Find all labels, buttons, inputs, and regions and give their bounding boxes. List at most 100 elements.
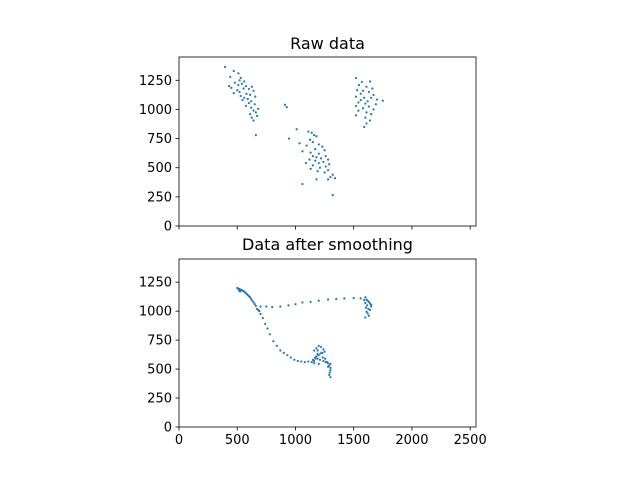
raw-data-point <box>315 178 318 181</box>
smoothed-data-point <box>287 304 290 307</box>
raw-data-ytick-label: 1250 <box>139 74 172 89</box>
smoothed-data-point <box>352 297 355 300</box>
raw-data-point <box>321 145 324 148</box>
smoothed-data-point <box>367 314 370 317</box>
raw-data-point <box>308 138 312 141</box>
raw-data-ticks: 0 250 500 750 1000 1250 <box>139 74 471 235</box>
raw-data-point <box>237 83 240 87</box>
smoothed-data-point <box>328 373 331 376</box>
smoothed-data-point <box>296 359 299 363</box>
raw-data-point <box>326 178 330 181</box>
smoothed-data-point <box>363 299 366 302</box>
smoothed-data-ticks: 0 250 500 750 1000 1250 0 500 1000 1500 2000 2500 <box>139 276 487 448</box>
raw-data-point <box>246 97 249 101</box>
raw-data-point <box>244 85 248 88</box>
raw-data-point <box>287 137 291 140</box>
smoothed-data-point <box>275 344 278 347</box>
raw-data-point <box>365 111 368 114</box>
raw-data-point <box>354 76 358 80</box>
raw-data-point <box>375 98 379 101</box>
raw-data-point <box>298 142 301 145</box>
raw-data-point <box>247 87 250 91</box>
smoothed-data-point <box>239 290 242 293</box>
smoothed-data-point <box>282 351 285 354</box>
raw-data-point <box>316 170 319 173</box>
raw-data-point <box>329 175 332 179</box>
raw-data-point <box>318 166 322 169</box>
raw-data-point <box>305 144 308 147</box>
raw-data-point <box>368 80 372 83</box>
raw-data-point <box>243 80 246 83</box>
raw-data-point <box>255 114 259 117</box>
raw-data-point <box>254 95 257 98</box>
raw-data-points <box>223 65 384 197</box>
raw-data-point <box>252 89 255 92</box>
smoothed-data-xtick-label: 0 <box>175 433 183 448</box>
raw-data-point <box>370 96 373 99</box>
smoothed-data-point <box>329 369 332 372</box>
raw-data-point <box>317 161 320 165</box>
raw-data-point <box>248 93 252 96</box>
raw-data-point <box>363 125 366 129</box>
smoothed-data-point <box>325 361 329 364</box>
raw-data-point <box>357 83 361 87</box>
smoothed-data-point <box>364 301 367 305</box>
smoothed-data-point <box>271 305 274 309</box>
raw-data-point <box>254 133 257 137</box>
raw-data-point <box>381 99 384 102</box>
raw-data-point <box>357 101 360 104</box>
raw-data-point <box>311 154 315 158</box>
smoothed-data-xtick-label: 2500 <box>454 433 487 448</box>
smoothed-data-point <box>370 303 373 306</box>
raw-data-title: Raw data <box>290 34 365 53</box>
smoothed-data-point <box>307 360 310 363</box>
smoothed-data-point <box>303 361 306 364</box>
raw-data-point <box>359 99 362 102</box>
smoothed-data-ytick-label: 250 <box>147 392 172 407</box>
smoothed-data-point <box>329 362 332 365</box>
smoothed-data-point <box>315 347 318 350</box>
raw-data-point <box>242 87 245 90</box>
smoothed-data-xtick-label: 500 <box>225 433 250 448</box>
smoothed-data-point <box>326 298 330 301</box>
raw-data-point <box>322 160 325 163</box>
raw-data-point <box>283 103 287 106</box>
raw-data-point <box>250 106 253 109</box>
smoothed-data-point <box>314 356 317 359</box>
raw-data-point <box>238 79 241 82</box>
smoothed-data-point <box>279 349 282 352</box>
smoothed-data-point <box>329 376 332 379</box>
smoothed-data-point <box>251 299 254 302</box>
smoothed-data-point <box>259 312 262 316</box>
raw-data-point <box>363 96 366 99</box>
raw-data-point <box>250 100 253 103</box>
raw-data-point <box>315 135 318 138</box>
smoothed-data-point <box>286 354 289 357</box>
raw-data-point <box>368 119 372 122</box>
smoothed-data-ytick-label: 1250 <box>139 276 172 291</box>
smoothed-data-point <box>258 310 261 313</box>
raw-data-point <box>317 143 320 146</box>
smoothed-data-point <box>294 303 297 306</box>
raw-data-point <box>354 114 358 117</box>
smoothed-data-panel: Data after smoothing 0250500750100012500… <box>139 235 487 448</box>
raw-data-point <box>331 173 334 176</box>
raw-data-point <box>311 164 315 167</box>
smoothed-data-point <box>326 365 330 368</box>
smoothed-data-point <box>316 357 319 360</box>
smoothed-data-point <box>259 305 262 308</box>
raw-data-point <box>241 99 244 102</box>
smoothed-data-point <box>324 357 327 360</box>
smoothed-data-axes-frame <box>178 258 477 428</box>
smoothed-data-point <box>300 360 303 363</box>
raw-data-point <box>365 85 368 88</box>
raw-data-point <box>239 76 242 80</box>
raw-data-point <box>257 107 260 110</box>
raw-data-point <box>374 103 377 106</box>
smoothed-data-point <box>359 297 362 300</box>
raw-data-ytick-label: 750 <box>147 132 172 147</box>
raw-data-point <box>364 116 367 119</box>
raw-data-point <box>328 163 331 166</box>
smoothed-data-ytick-label: 500 <box>147 363 172 378</box>
